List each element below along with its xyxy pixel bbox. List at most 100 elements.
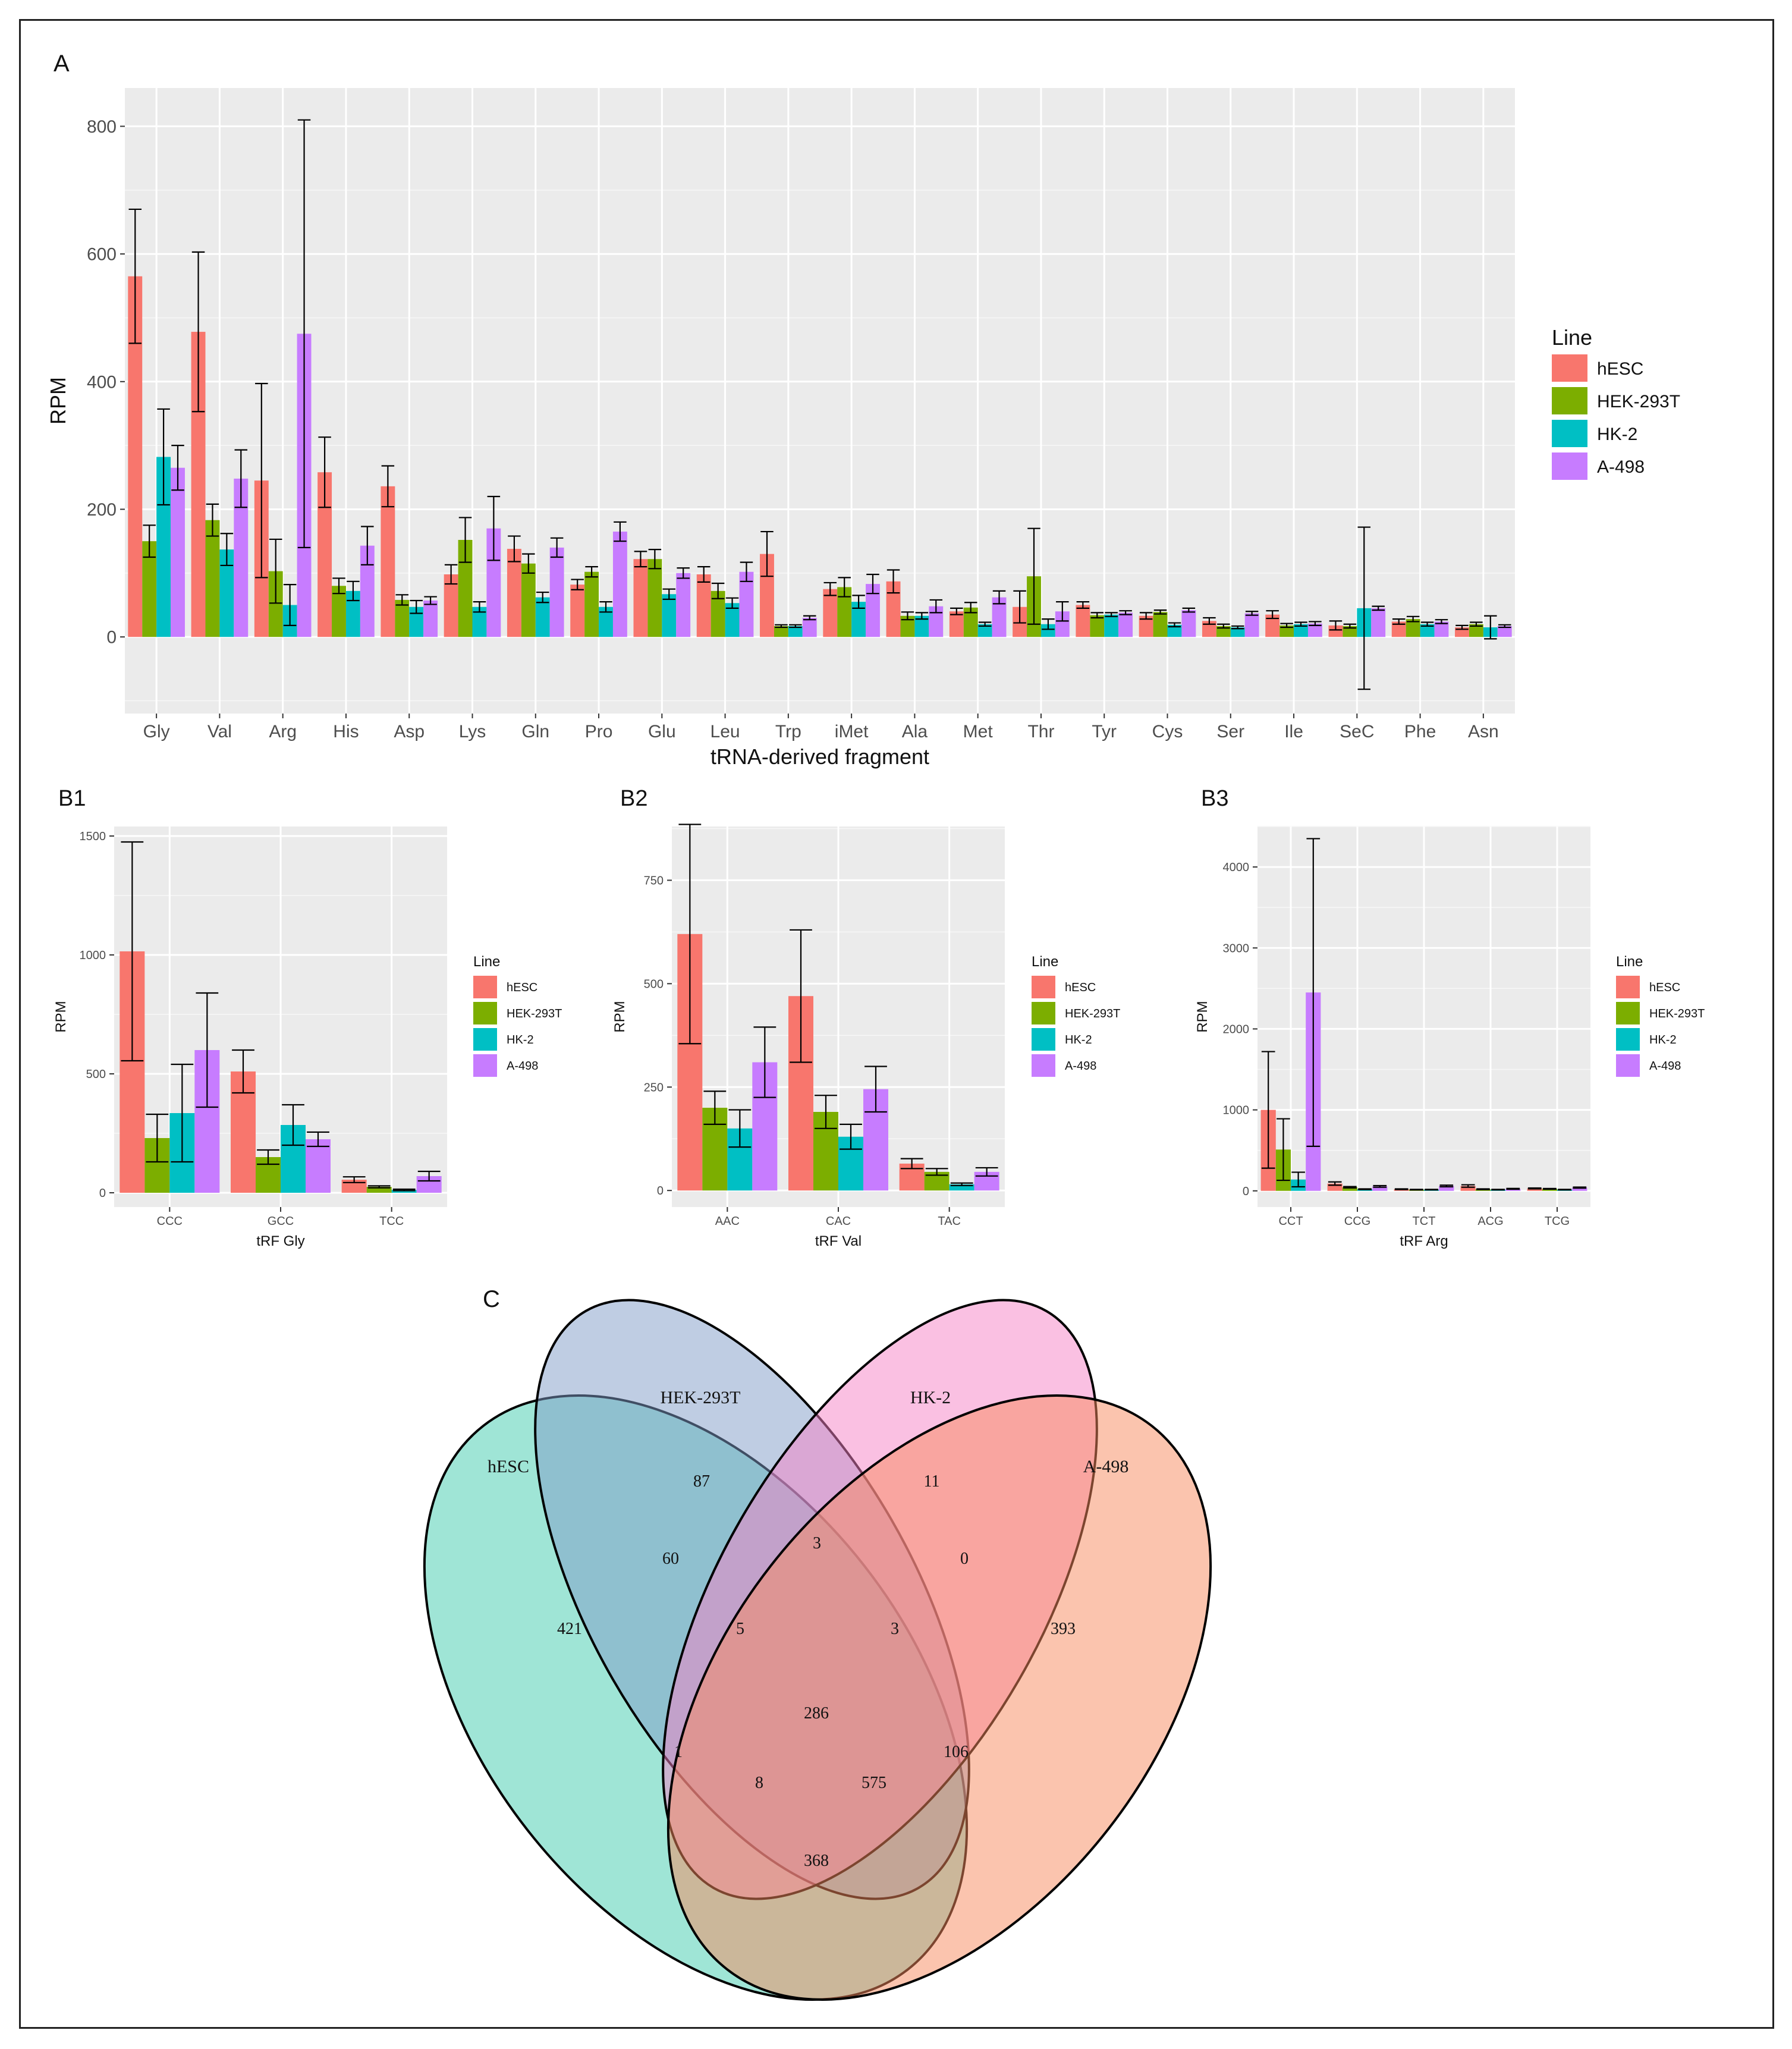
venn-label-a-498: A-498 — [1083, 1457, 1129, 1476]
venn-count-hesc_hek_hk2: 5 — [736, 1620, 744, 1638]
bar-a-498-cys — [1181, 610, 1196, 637]
x-tick-label: AAC — [715, 1215, 740, 1228]
bar-a-498-asp — [423, 600, 438, 637]
bar-hesc-phe — [1391, 621, 1406, 637]
x-tick-label: Phe — [1404, 722, 1436, 741]
x-tick-label: Glu — [648, 722, 676, 741]
venn-count-hek_a498: 106 — [944, 1743, 969, 1761]
bar-hek-293t-ccg — [1342, 1187, 1357, 1191]
bar-hek-293t-lys — [458, 540, 473, 637]
bar-hek-293t-ser — [1216, 626, 1231, 637]
bar-a-498-leu — [739, 571, 754, 637]
y-tick-label: 200 — [87, 500, 117, 520]
legend-swatch-hk-2 — [473, 1028, 497, 1051]
x-tick-label: Cys — [1152, 722, 1183, 741]
bar-hk-2-tac — [949, 1184, 974, 1191]
panel-label-c: C — [483, 1286, 500, 1312]
x-tick-label: TCT — [1413, 1215, 1436, 1228]
x-tick-label: Lys — [459, 722, 486, 741]
legend-swatch-hek-293t — [1552, 387, 1587, 414]
legend-label-hesc: hESC — [1597, 359, 1643, 379]
x-tick-label: CCT — [1278, 1215, 1303, 1228]
bar-a-498-lys — [486, 528, 501, 637]
y-tick-label: 0 — [1243, 1185, 1249, 1198]
bar-hk-2-cys — [1167, 624, 1182, 637]
venn-count-all: 286 — [804, 1704, 829, 1723]
x-axis-title: tRF Gly — [256, 1233, 304, 1249]
legend-label-hesc: hESC — [507, 981, 537, 994]
bar-hk-2-trp — [788, 626, 803, 637]
bar-hk-2-pro — [599, 606, 613, 637]
y-axis-title: RPM — [612, 1001, 628, 1032]
bar-hek-293t-trp — [774, 626, 788, 637]
legend: Line hESC HEK-293T HK-2 A-498 — [1616, 954, 1705, 1077]
x-tick-label: TCC — [379, 1215, 404, 1228]
bar-hesc-cys — [1139, 615, 1153, 637]
bar-hek-293t-pro — [584, 571, 599, 637]
y-tick-label: 250 — [644, 1081, 664, 1094]
bar-a-498-tct — [1439, 1186, 1454, 1191]
bar-hesc-sec — [1328, 625, 1343, 637]
y-tick-label: 0 — [106, 628, 117, 648]
venn-count-hek_hk2: 3 — [813, 1534, 821, 1553]
bar-hesc-ser — [1202, 621, 1216, 637]
bar-hesc-val — [191, 332, 206, 637]
venn-count-hk2_a498: 0 — [960, 1550, 969, 1568]
bar-hesc-ile — [1265, 614, 1280, 637]
y-tick-label: 750 — [644, 874, 664, 887]
venn-count-hk2_only: 11 — [924, 1472, 940, 1491]
bar-a-498-ile — [1307, 623, 1322, 637]
bar-a-498-tcg — [1572, 1187, 1587, 1191]
legend-swatch-hesc — [1616, 976, 1640, 998]
legend-label-hek-293t: HEK-293T — [1065, 1007, 1120, 1020]
y-tick-label: 400 — [87, 372, 117, 392]
bar-hek-293t-tyr — [1090, 615, 1105, 637]
x-tick-label: Val — [208, 722, 232, 741]
x-tick-label: Met — [963, 722, 994, 741]
legend-label-hesc: hESC — [1065, 981, 1096, 994]
bar-hek-293t-asp — [395, 599, 410, 637]
y-tick-label: 0 — [99, 1187, 106, 1200]
legend-label-hk-2: HK-2 — [1065, 1033, 1092, 1047]
x-tick-label: Gln — [521, 722, 549, 741]
bar-hk-2-lys — [472, 606, 487, 637]
bar-hk-2-asp — [409, 606, 424, 637]
chart-a: A 0 200 400 600 800 Gly Val Arg His Asp Lys Gln Pro Gl… — [46, 51, 1680, 769]
bar-hek-293t-ala — [900, 615, 915, 637]
venn-count-hesc_only: 421 — [557, 1620, 582, 1638]
legend-title: Line — [1616, 954, 1643, 970]
x-tick-label: Asn — [1468, 722, 1499, 741]
x-axis-title: tRNA-derived fragment — [710, 744, 929, 769]
bar-hk-2-ala — [914, 615, 929, 637]
bar-hek-293t-sec — [1343, 626, 1357, 637]
bar-hek-293t-ile — [1279, 625, 1294, 637]
legend-swatch-hek-293t — [1032, 1002, 1055, 1024]
bar-hek-293t-tcc — [366, 1187, 392, 1193]
y-tick-label: 600 — [87, 245, 117, 265]
panel-label-b2: B2 — [620, 786, 647, 811]
y-tick-label: 0 — [657, 1184, 664, 1198]
bar-hesc-lys — [444, 574, 458, 637]
venn-label-hk-2: HK-2 — [910, 1388, 951, 1407]
legend: Line hESC HEK-293T HK-2 A-498 — [1032, 954, 1120, 1077]
venn-set-a-498 — [667, 1394, 1212, 2001]
x-tick-label: Arg — [269, 722, 297, 741]
figure-frame — [19, 19, 1774, 2029]
bar-a-498-gly — [171, 467, 185, 637]
bar-hk-2-gly — [156, 457, 171, 637]
bar-a-498-ser — [1244, 613, 1259, 637]
bar-a-498-gln — [549, 547, 564, 637]
bar-a-498-imet — [866, 584, 880, 637]
x-tick-label: His — [333, 722, 359, 741]
y-tick-label: 800 — [87, 117, 117, 137]
bar-a-498-phe — [1434, 621, 1449, 637]
bar-hesc-met — [949, 611, 964, 637]
bar-hesc-glu — [633, 559, 648, 637]
x-tick-label: ACG — [1477, 1215, 1503, 1228]
bar-a-498-sec — [1371, 608, 1386, 637]
legend-swatch-hk-2 — [1616, 1028, 1640, 1051]
x-tick-label: GCC — [268, 1215, 294, 1228]
bar-hk-2-imet — [851, 602, 866, 637]
bar-hk-2-his — [345, 590, 360, 637]
